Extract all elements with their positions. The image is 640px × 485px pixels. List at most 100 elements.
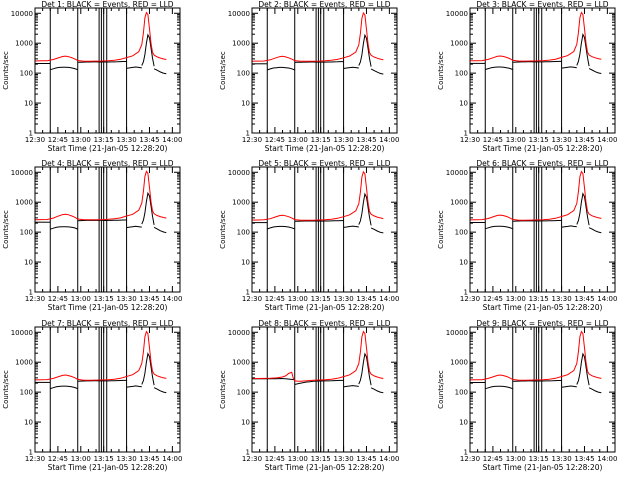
y-tick-label: 10000	[446, 329, 468, 337]
x-tick-label: 12:30	[460, 295, 480, 303]
lld-series-line	[35, 11, 167, 62]
plot-frame	[251, 166, 398, 293]
events-series-line	[153, 68, 167, 75]
x-tick-label: 13:30	[551, 455, 571, 463]
events-series-line	[126, 385, 142, 388]
panel-title: Det 9: BLACK = Events, RED = LLD	[476, 319, 608, 328]
events-series-line	[77, 219, 127, 222]
x-tick-label: 12:45	[265, 136, 285, 144]
panel-3: Det 3: BLACK = Events, RED = LLD 1 10 100 10…	[437, 0, 617, 153]
x-tick-label: 13:00	[288, 455, 308, 463]
x-axis-label: Start Time (21-Jan-05 12:28:20)	[48, 463, 168, 472]
y-tick-label: 10	[24, 419, 33, 427]
x-tick-label: 14:00	[597, 136, 617, 144]
x-tick-label: 13:45	[356, 455, 376, 463]
events-series-line	[485, 385, 513, 390]
panel-2: Det 2: BLACK = Events, RED = LLD 1 10 100 10…	[219, 0, 399, 153]
events-series-line	[561, 66, 577, 69]
panel-8: Det 8: BLACK = Events, RED = LLD 1 10 100 10…	[219, 319, 399, 472]
x-tick-label: 13:15	[529, 455, 549, 463]
lld-series-line	[470, 330, 602, 381]
x-axis-label: Start Time (21-Jan-05 12:28:20)	[483, 463, 603, 472]
x-tick-label: 13:15	[311, 295, 331, 303]
plot-frame	[251, 7, 398, 134]
events-series-line	[77, 379, 127, 382]
events-series-line	[512, 219, 562, 222]
x-tick-label: 12:30	[460, 455, 480, 463]
x-tick-label: 12:30	[25, 136, 45, 144]
events-series-line	[141, 352, 155, 386]
y-tick-label: 1	[464, 449, 468, 457]
x-tick-label: 13:45	[356, 295, 376, 303]
x-tick-label: 13:00	[506, 295, 526, 303]
y-tick-label: 10	[24, 100, 33, 108]
y-axis-label: Counts/sec	[437, 51, 445, 90]
x-tick-label: 13:15	[529, 295, 549, 303]
panel-7: Det 7: BLACK = Events, RED = LLD 1 10 100 10…	[2, 319, 182, 472]
events-series-line	[267, 377, 295, 381]
events-series-line	[358, 33, 372, 67]
y-tick-label: 10000	[446, 10, 468, 18]
panel-title: Det 7: BLACK = Events, RED = LLD	[41, 319, 173, 328]
events-series-line	[50, 385, 78, 390]
x-tick-label: 13:15	[311, 455, 331, 463]
y-tick-label: 100	[20, 389, 33, 397]
y-tick-label: 1	[464, 130, 468, 138]
panel-4: Det 4: BLACK = Events, RED = LLD 1 10 100 10…	[2, 159, 182, 312]
events-series-line	[588, 227, 602, 234]
events-series-line	[153, 226, 167, 234]
events-series-line	[485, 225, 513, 230]
events-series-line	[370, 227, 384, 234]
x-tick-label: 13:15	[311, 136, 331, 144]
x-tick-label: 14:00	[379, 455, 399, 463]
panel-title: Det 2: BLACK = Events, RED = LLD	[258, 0, 390, 9]
panel-title: Det 1: BLACK = Events, RED = LLD	[41, 0, 173, 9]
x-tick-label: 13:30	[116, 455, 136, 463]
y-tick-label: 10000	[228, 329, 250, 337]
x-tick-label: 13:45	[574, 295, 594, 303]
x-tick-label: 14:00	[162, 455, 182, 463]
panel-9: Det 9: BLACK = Events, RED = LLD 1 10 100 10…	[437, 319, 617, 472]
events-series-line	[370, 387, 384, 394]
x-tick-label: 12:45	[48, 295, 68, 303]
events-series-line	[50, 66, 78, 71]
time-marker-lines	[49, 167, 128, 292]
x-tick-label: 14:00	[379, 136, 399, 144]
events-series-line	[126, 66, 142, 69]
y-axis-label: Counts/sec	[219, 210, 227, 249]
events-series-line	[267, 225, 295, 230]
y-tick-label: 100	[20, 70, 33, 78]
panel-title: Det 6: BLACK = Events, RED = LLD	[476, 159, 608, 168]
x-tick-label: 12:30	[242, 136, 262, 144]
y-tick-label: 10	[241, 259, 250, 267]
events-series-line	[294, 220, 344, 222]
y-tick-label: 1	[29, 289, 33, 297]
events-series-line	[153, 387, 167, 394]
events-series-line	[126, 225, 142, 229]
x-tick-label: 12:30	[460, 136, 480, 144]
y-tick-label: 10	[241, 100, 250, 108]
y-axis-label: Counts/sec	[219, 370, 227, 409]
x-tick-label: 13:15	[94, 455, 114, 463]
lld-series-line	[35, 170, 167, 221]
y-tick-label: 100	[237, 229, 250, 237]
plot-frame	[469, 7, 616, 134]
events-series-line	[588, 387, 602, 394]
y-tick-label: 100	[455, 229, 468, 237]
y-tick-label: 1000	[15, 40, 33, 48]
y-tick-label: 10000	[11, 10, 33, 18]
x-tick-label: 13:00	[506, 455, 526, 463]
y-tick-label: 10000	[11, 329, 33, 337]
y-axis-label: Counts/sec	[2, 370, 10, 409]
x-tick-label: 13:30	[551, 136, 571, 144]
events-series-line	[576, 32, 590, 67]
events-series-line	[50, 226, 78, 230]
panel-6: Det 6: BLACK = Events, RED = LLD 1 10 100 10…	[437, 159, 617, 312]
x-tick-label: 13:30	[333, 455, 353, 463]
x-tick-label: 13:45	[139, 295, 159, 303]
x-tick-label: 12:45	[265, 295, 285, 303]
x-tick-label: 13:15	[529, 136, 549, 144]
x-tick-label: 12:45	[48, 455, 68, 463]
panel-5: Det 5: BLACK = Events, RED = LLD 1 10 100 10…	[219, 159, 399, 312]
